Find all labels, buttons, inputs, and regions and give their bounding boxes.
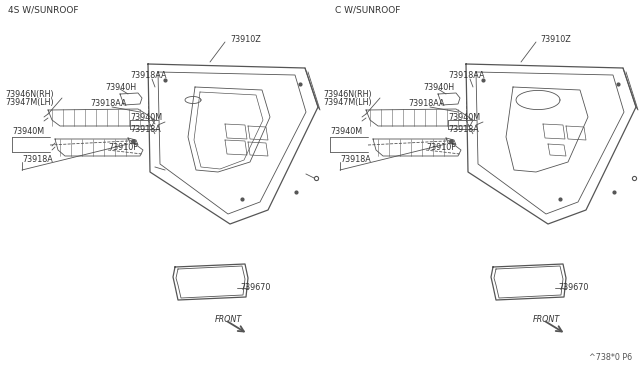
Text: 4S W/SUNROOF: 4S W/SUNROOF [8,6,79,15]
Text: 73947M(LH): 73947M(LH) [323,97,372,106]
Text: 73918AA: 73918AA [448,71,484,80]
Text: 739670: 739670 [558,283,588,292]
Text: 73910F: 73910F [426,144,456,153]
Text: 73910F: 73910F [108,144,138,153]
Text: 73940M: 73940M [448,112,480,122]
Text: C W/SUNROOF: C W/SUNROOF [335,6,401,15]
Text: 73918A: 73918A [130,125,161,135]
Text: 73910Z: 73910Z [230,35,260,45]
Text: 73918AA: 73918AA [130,71,166,80]
Text: 739670: 739670 [240,283,270,292]
Text: 73918AA: 73918AA [90,99,127,109]
Text: 73940M: 73940M [12,128,44,137]
Text: 73940M: 73940M [130,112,162,122]
Text: 73940H: 73940H [423,83,454,92]
Text: 73946N(RH): 73946N(RH) [5,90,54,99]
Text: FRONT: FRONT [215,315,243,324]
Text: ^738*0 P6: ^738*0 P6 [589,353,632,362]
Text: 73947M(LH): 73947M(LH) [5,97,54,106]
Text: 73940M: 73940M [330,128,362,137]
Text: 73918A: 73918A [22,154,52,164]
Text: 73918A: 73918A [448,125,479,135]
Text: 73918AA: 73918AA [408,99,445,109]
Text: 73940H: 73940H [105,83,136,92]
Text: 73946N(RH): 73946N(RH) [323,90,372,99]
Text: FRONT: FRONT [533,315,560,324]
Text: 73918A: 73918A [340,154,371,164]
Text: 73910Z: 73910Z [540,35,571,45]
